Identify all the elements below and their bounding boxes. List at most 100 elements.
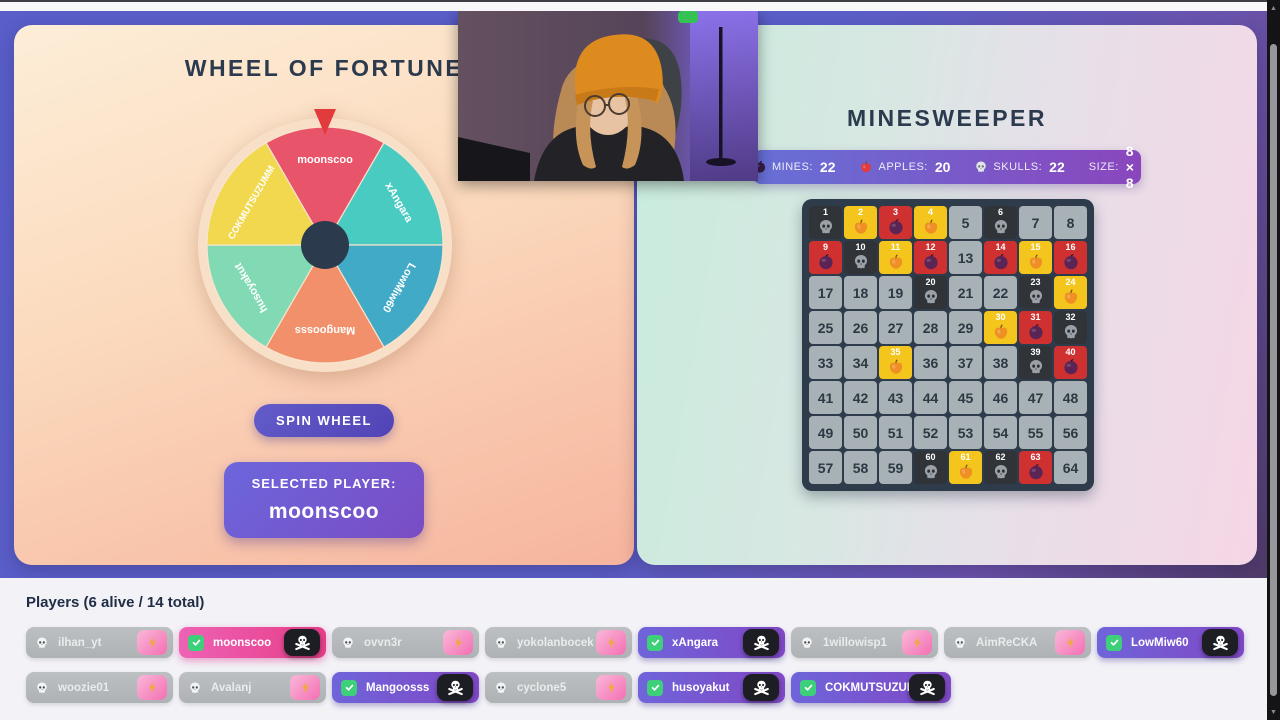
grid-cell-apple[interactable]: 4 bbox=[914, 206, 947, 239]
kill-player-button[interactable] bbox=[437, 674, 473, 701]
player-chip-alive[interactable]: xAngara bbox=[638, 627, 785, 658]
grid-cell-closed[interactable]: 18 bbox=[844, 276, 877, 309]
player-chip-alive[interactable]: Mangoosss bbox=[332, 672, 479, 703]
grid-cell-mine[interactable]: 31 bbox=[1019, 311, 1052, 344]
grid-cell-closed[interactable]: 38 bbox=[984, 346, 1017, 379]
grid-cell-apple[interactable]: 11 bbox=[879, 241, 912, 274]
grid-cell-closed[interactable]: 51 bbox=[879, 416, 912, 449]
grid-cell-skull[interactable]: 62 bbox=[984, 451, 1017, 484]
grid-cell-closed[interactable]: 46 bbox=[984, 381, 1017, 414]
grid-cell-closed[interactable]: 64 bbox=[1054, 451, 1087, 484]
alive-checkbox[interactable] bbox=[800, 679, 816, 696]
grid-cell-closed[interactable]: 56 bbox=[1054, 416, 1087, 449]
scroll-up-arrow-icon[interactable]: ▲ bbox=[1270, 4, 1277, 12]
player-chip-dead[interactable]: AimReCKA bbox=[944, 627, 1091, 658]
alive-checkbox[interactable] bbox=[341, 679, 357, 696]
grid-cell-skull[interactable]: 39 bbox=[1019, 346, 1052, 379]
kill-player-button[interactable] bbox=[284, 629, 320, 656]
grid-cell-closed[interactable]: 50 bbox=[844, 416, 877, 449]
grid-cell-closed[interactable]: 45 bbox=[949, 381, 982, 414]
scrollbar[interactable]: ▲ ▼ bbox=[1267, 0, 1280, 720]
kill-player-button[interactable] bbox=[1202, 629, 1238, 656]
kill-player-button[interactable] bbox=[743, 674, 779, 701]
grid-cell-closed[interactable]: 36 bbox=[914, 346, 947, 379]
player-chip-dead[interactable]: ilhan_yt bbox=[26, 627, 173, 658]
grid-cell-mine[interactable]: 9 bbox=[809, 241, 842, 274]
player-chip-dead[interactable]: yokolanbocek bbox=[485, 627, 632, 658]
grid-cell-closed[interactable]: 34 bbox=[844, 346, 877, 379]
alive-checkbox[interactable] bbox=[188, 634, 204, 651]
grid-cell-apple[interactable]: 35 bbox=[879, 346, 912, 379]
revive-player-button[interactable] bbox=[137, 675, 167, 700]
grid-cell-closed[interactable]: 7 bbox=[1019, 206, 1052, 239]
grid-cell-skull[interactable]: 10 bbox=[844, 241, 877, 274]
grid-cell-mine[interactable]: 12 bbox=[914, 241, 947, 274]
grid-cell-closed[interactable]: 59 bbox=[879, 451, 912, 484]
grid-cell-skull[interactable]: 1 bbox=[809, 206, 842, 239]
grid-cell-closed[interactable]: 17 bbox=[809, 276, 842, 309]
grid-cell-mine[interactable]: 3 bbox=[879, 206, 912, 239]
scroll-down-arrow-icon[interactable]: ▼ bbox=[1270, 708, 1277, 716]
grid-cell-closed[interactable]: 55 bbox=[1019, 416, 1052, 449]
grid-cell-closed[interactable]: 33 bbox=[809, 346, 842, 379]
grid-cell-closed[interactable]: 58 bbox=[844, 451, 877, 484]
grid-cell-closed[interactable]: 47 bbox=[1019, 381, 1052, 414]
grid-cell-mine[interactable]: 63 bbox=[1019, 451, 1052, 484]
grid-cell-closed[interactable]: 57 bbox=[809, 451, 842, 484]
grid-cell-skull[interactable]: 20 bbox=[914, 276, 947, 309]
grid-cell-closed[interactable]: 26 bbox=[844, 311, 877, 344]
grid-cell-closed[interactable]: 29 bbox=[949, 311, 982, 344]
player-chip-dead[interactable]: woozie01 bbox=[26, 672, 173, 703]
grid-cell-skull[interactable]: 60 bbox=[914, 451, 947, 484]
player-chip-dead[interactable]: 1willowisp1 bbox=[791, 627, 938, 658]
kill-player-button[interactable] bbox=[743, 629, 779, 656]
grid-cell-closed[interactable]: 49 bbox=[809, 416, 842, 449]
grid-cell-apple[interactable]: 15 bbox=[1019, 241, 1052, 274]
scrollbar-thumb[interactable] bbox=[1270, 44, 1277, 696]
player-chip-alive[interactable]: COKMUTSUZUMM bbox=[791, 672, 951, 703]
grid-cell-mine[interactable]: 40 bbox=[1054, 346, 1087, 379]
revive-player-button[interactable] bbox=[443, 630, 473, 655]
grid-cell-closed[interactable]: 19 bbox=[879, 276, 912, 309]
grid-cell-skull[interactable]: 32 bbox=[1054, 311, 1087, 344]
revive-player-button[interactable] bbox=[902, 630, 932, 655]
spin-wheel-button[interactable]: SPIN WHEEL bbox=[254, 404, 394, 437]
player-chip-dead[interactable]: cyclone5 bbox=[485, 672, 632, 703]
grid-cell-skull[interactable]: 23 bbox=[1019, 276, 1052, 309]
grid-cell-mine[interactable]: 16 bbox=[1054, 241, 1087, 274]
player-chip-dead[interactable]: ovvn3r bbox=[332, 627, 479, 658]
grid-cell-closed[interactable]: 54 bbox=[984, 416, 1017, 449]
kill-player-button[interactable] bbox=[909, 674, 945, 701]
grid-cell-apple[interactable]: 2 bbox=[844, 206, 877, 239]
revive-player-button[interactable] bbox=[1055, 630, 1085, 655]
grid-cell-closed[interactable]: 27 bbox=[879, 311, 912, 344]
grid-cell-closed[interactable]: 21 bbox=[949, 276, 982, 309]
revive-player-button[interactable] bbox=[290, 675, 320, 700]
grid-cell-closed[interactable]: 8 bbox=[1054, 206, 1087, 239]
grid-cell-closed[interactable]: 48 bbox=[1054, 381, 1087, 414]
grid-cell-closed[interactable]: 22 bbox=[984, 276, 1017, 309]
grid-cell-skull[interactable]: 6 bbox=[984, 206, 1017, 239]
grid-cell-closed[interactable]: 43 bbox=[879, 381, 912, 414]
grid-cell-closed[interactable]: 42 bbox=[844, 381, 877, 414]
alive-checkbox[interactable] bbox=[1106, 634, 1122, 651]
revive-player-button[interactable] bbox=[596, 675, 626, 700]
alive-checkbox[interactable] bbox=[647, 634, 663, 651]
alive-checkbox[interactable] bbox=[647, 679, 663, 696]
grid-cell-closed[interactable]: 37 bbox=[949, 346, 982, 379]
grid-cell-closed[interactable]: 53 bbox=[949, 416, 982, 449]
player-chip-alive[interactable]: LowMiw60 bbox=[1097, 627, 1244, 658]
grid-cell-apple[interactable]: 61 bbox=[949, 451, 982, 484]
grid-cell-apple[interactable]: 30 bbox=[984, 311, 1017, 344]
grid-cell-closed[interactable]: 25 bbox=[809, 311, 842, 344]
grid-cell-closed[interactable]: 41 bbox=[809, 381, 842, 414]
grid-cell-closed[interactable]: 5 bbox=[949, 206, 982, 239]
revive-player-button[interactable] bbox=[596, 630, 626, 655]
player-chip-dead[interactable]: Avalanj bbox=[179, 672, 326, 703]
grid-cell-closed[interactable]: 44 bbox=[914, 381, 947, 414]
revive-player-button[interactable] bbox=[137, 630, 167, 655]
grid-cell-apple[interactable]: 24 bbox=[1054, 276, 1087, 309]
player-chip-alive[interactable]: moonscoo bbox=[179, 627, 326, 658]
grid-cell-closed[interactable]: 13 bbox=[949, 241, 982, 274]
grid-cell-mine[interactable]: 14 bbox=[984, 241, 1017, 274]
